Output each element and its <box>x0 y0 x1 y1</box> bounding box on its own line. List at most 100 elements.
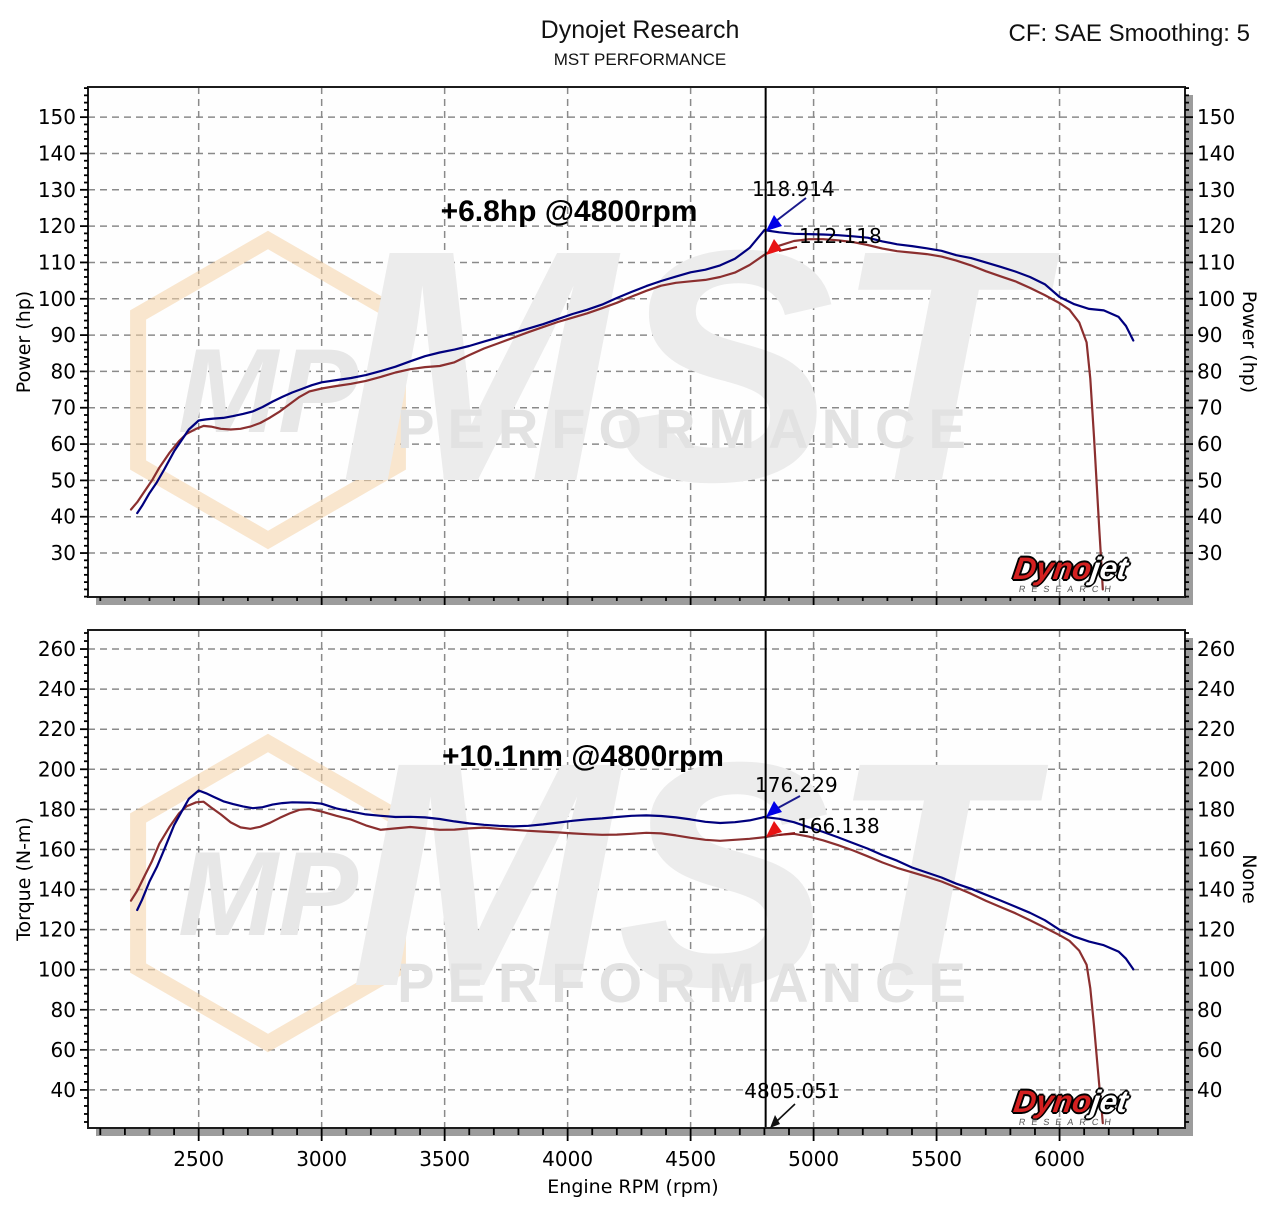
svg-text:80: 80 <box>1197 359 1222 383</box>
torque-right-axis-title: None <box>1238 854 1260 904</box>
run-curves <box>129 229 1135 591</box>
report-subtitle: MST PERFORMANCE <box>553 50 727 69</box>
svg-text:MP: MP <box>178 827 359 961</box>
svg-text:120: 120 <box>1197 918 1235 942</box>
svg-text:4000: 4000 <box>542 1147 593 1171</box>
svg-text:120: 120 <box>1197 214 1235 238</box>
svg-text:120: 120 <box>38 214 76 238</box>
power-new-value-label: 118.914 <box>752 177 835 201</box>
torque-left-axis-title: Torque (N-m) <box>13 817 35 942</box>
svg-text:3500: 3500 <box>419 1147 470 1171</box>
dynojet-logo-top: Dynojet RESEARCH <box>967 551 1173 594</box>
svg-text:40: 40 <box>1197 1078 1222 1102</box>
torque-gain-annotation: +10.1nm @4800rpm <box>442 740 724 773</box>
dynojet-research-text: RESEARCH <box>1018 1117 1118 1127</box>
svg-text:110: 110 <box>38 250 76 274</box>
svg-text:2500: 2500 <box>173 1147 224 1171</box>
torque-old-leader-line <box>778 832 796 836</box>
tick-labels: 40 40 60 60 80 80 100 100 120 120 140 140 160 160 180 1… <box>38 637 1235 1171</box>
svg-text:220: 220 <box>38 717 76 741</box>
svg-text:MP: MP <box>178 324 359 458</box>
svg-text:130: 130 <box>1197 178 1235 202</box>
power-right-axis-title: Power (hp) <box>1238 291 1260 393</box>
power-left-axis-title: Power (hp) <box>13 291 35 393</box>
svg-text:4500: 4500 <box>665 1147 716 1171</box>
correction-factor-label: CF: SAE Smoothing: 5 <box>1008 20 1250 47</box>
gridlines <box>88 87 1185 597</box>
svg-text:100: 100 <box>1197 958 1235 982</box>
svg-text:100: 100 <box>38 287 76 311</box>
svg-text:80: 80 <box>51 998 76 1022</box>
Torque (N-m)-curve-modified-blue <box>136 789 1135 971</box>
svg-text:150: 150 <box>1197 105 1235 129</box>
svg-text:220: 220 <box>1197 717 1235 741</box>
svg-text:80: 80 <box>51 359 76 383</box>
dynojet-research-text: RESEARCH <box>1018 584 1118 594</box>
svg-text:60: 60 <box>1197 1038 1222 1062</box>
svg-text:3000: 3000 <box>296 1147 347 1171</box>
svg-text:120: 120 <box>38 918 76 942</box>
svg-text:240: 240 <box>1197 677 1235 701</box>
svg-text:150: 150 <box>38 105 76 129</box>
svg-text:160: 160 <box>38 837 76 861</box>
svg-text:60: 60 <box>51 1038 76 1062</box>
svg-text:180: 180 <box>1197 797 1235 821</box>
cursor-leader-line <box>776 1103 796 1122</box>
run-curves <box>129 789 1135 1125</box>
power-old-value-label: 112.118 <box>799 224 882 248</box>
svg-text:100: 100 <box>38 958 76 982</box>
Torque (N-m)-curve-baseline-red <box>129 800 1104 1125</box>
Power (hp)-curve-baseline-red <box>129 238 1104 591</box>
svg-text:40: 40 <box>51 505 76 529</box>
tick-marks <box>80 632 1193 1141</box>
svg-text:260: 260 <box>1197 637 1235 661</box>
torque-new-arrow-icon <box>766 801 782 817</box>
torque-old-value-label: 166.138 <box>797 814 880 838</box>
svg-text:130: 130 <box>38 178 76 202</box>
svg-text:50: 50 <box>1197 468 1222 492</box>
Power (hp)-curve-modified-blue <box>136 229 1135 515</box>
svg-text:140: 140 <box>1197 878 1235 902</box>
dynojet-wordmark: Dynojet <box>1011 1084 1131 1119</box>
svg-text:PERFORMANCE: PERFORMANCE <box>397 951 979 1014</box>
svg-text:200: 200 <box>1197 757 1235 781</box>
svg-text:260: 260 <box>38 637 76 661</box>
svg-text:30: 30 <box>51 541 76 565</box>
cursor-arrow-icon <box>770 1115 780 1128</box>
svg-text:200: 200 <box>38 757 76 781</box>
svg-text:140: 140 <box>38 141 76 165</box>
svg-text:80: 80 <box>1197 998 1222 1022</box>
tick-labels: 30 30 40 40 50 50 60 60 70 70 80 80 90 90 100 100 110 110… <box>38 105 1235 565</box>
svg-text:240: 240 <box>38 677 76 701</box>
svg-text:6000: 6000 <box>1034 1147 1085 1171</box>
svg-text:30: 30 <box>1197 541 1222 565</box>
svg-text:110: 110 <box>1197 250 1235 274</box>
svg-text:60: 60 <box>1197 432 1222 456</box>
svg-text:90: 90 <box>1197 323 1222 347</box>
chart-Torque (N-m): MPMSTPERFORMANCE40 4060 6080 80100 100120 120… <box>38 629 1235 1171</box>
power-new-arrow-icon <box>766 215 782 231</box>
dynojet-wordmark: Dynojet <box>1011 551 1131 586</box>
svg-text:PERFORMANCE: PERFORMANCE <box>397 397 979 460</box>
svg-text:160: 160 <box>1197 837 1235 861</box>
svg-text:40: 40 <box>1197 505 1222 529</box>
svg-text:140: 140 <box>38 878 76 902</box>
svg-text:5000: 5000 <box>788 1147 839 1171</box>
dynojet-logo-bottom: Dynojet RESEARCH <box>967 1084 1173 1127</box>
svg-text:40: 40 <box>51 1078 76 1102</box>
svg-text:70: 70 <box>1197 396 1222 420</box>
x-axis-title: Engine RPM (rpm) <box>547 1176 718 1198</box>
torque-new-leader-line <box>775 795 801 810</box>
svg-text:100: 100 <box>1197 287 1235 311</box>
torque-new-value-label: 176.229 <box>755 773 838 797</box>
svg-text:5500: 5500 <box>911 1147 962 1171</box>
svg-text:60: 60 <box>51 432 76 456</box>
annotation-layer: Power (hp) Power (hp) Torque (N-m) None … <box>13 177 1260 1198</box>
power-old-leader-line <box>778 246 798 252</box>
cursor-rpm-label: 4805.051 <box>744 1079 839 1103</box>
svg-text:180: 180 <box>38 797 76 821</box>
tick-marks <box>80 87 1193 605</box>
